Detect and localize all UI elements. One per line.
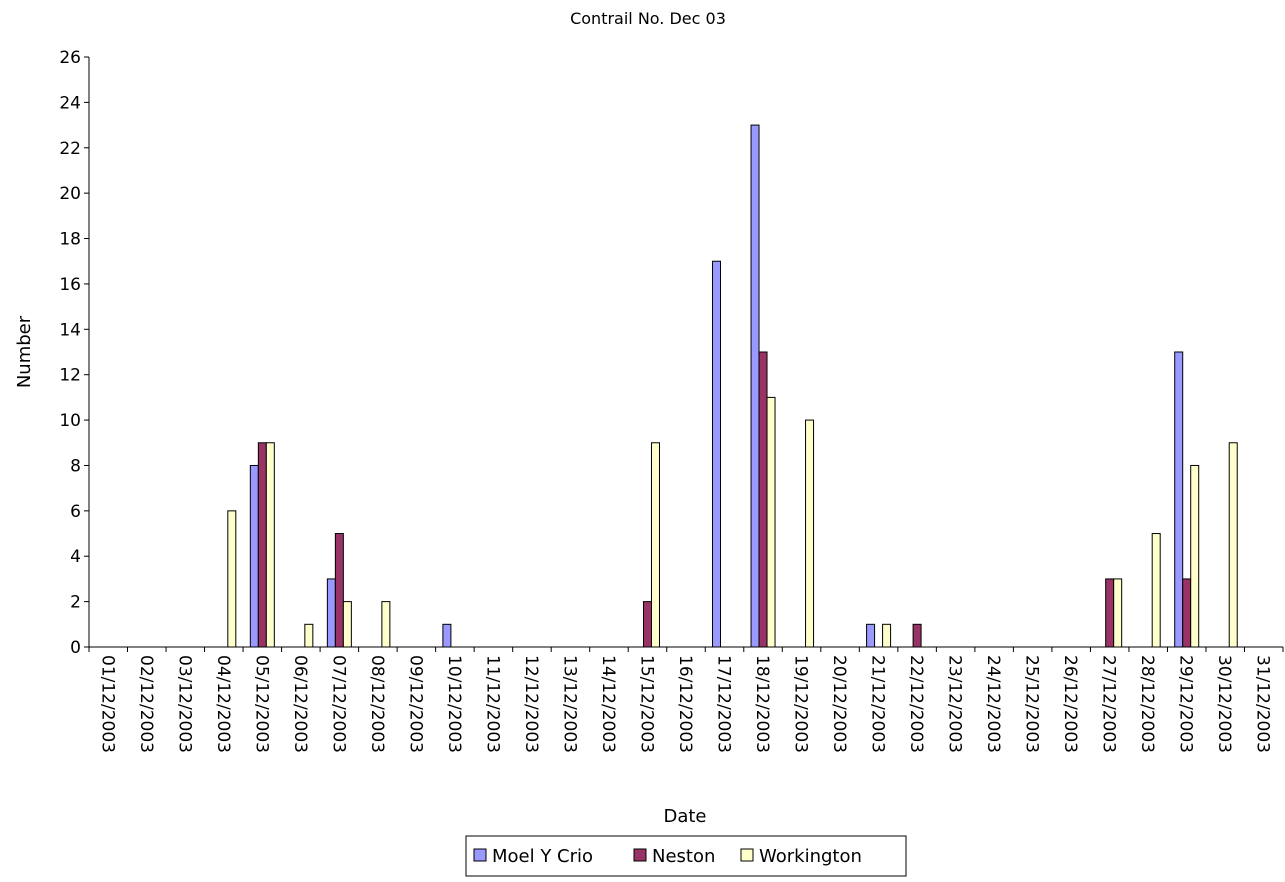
x-tick-label: 04/12/2003 <box>213 655 233 753</box>
bar <box>1174 351 1184 648</box>
y-tick-label: 22 <box>59 139 81 159</box>
x-tick-label: 18/12/2003 <box>752 655 772 753</box>
y-tick-label: 10 <box>59 411 81 431</box>
legend-swatch <box>740 848 754 862</box>
x-tick-label: 02/12/2003 <box>136 655 156 753</box>
x-tick-label: 05/12/2003 <box>251 655 271 753</box>
y-tick-label: 18 <box>59 230 81 250</box>
legend-label: Moel Y Crio <box>492 846 593 867</box>
y-tick-label: 4 <box>70 547 81 567</box>
x-tick-label: 29/12/2003 <box>1176 655 1196 753</box>
x-tick-label: 27/12/2003 <box>1099 655 1119 753</box>
bar <box>442 623 452 648</box>
x-tick-label: 15/12/2003 <box>636 655 656 753</box>
bar <box>758 351 768 648</box>
bar <box>334 533 344 648</box>
y-tick-label: 12 <box>59 366 81 386</box>
bar <box>805 419 815 648</box>
x-tick-label: 22/12/2003 <box>906 655 926 753</box>
bar <box>1151 533 1161 648</box>
x-tick-label: 31/12/2003 <box>1253 655 1273 753</box>
legend: Moel Y Crio Neston Workington <box>465 835 907 877</box>
bar <box>1105 578 1115 648</box>
bar <box>866 623 876 648</box>
x-tick-label: 06/12/2003 <box>290 655 310 753</box>
y-tick-label: 0 <box>70 638 81 658</box>
bar <box>265 442 275 648</box>
x-tick-label: 11/12/2003 <box>482 655 502 753</box>
x-tick-label: 03/12/2003 <box>174 655 194 753</box>
bar <box>650 442 660 648</box>
y-tick-label: 6 <box>70 502 81 522</box>
x-tick-label: 17/12/2003 <box>714 655 734 753</box>
y-axis-title: Number <box>14 315 35 388</box>
x-tick-label: 09/12/2003 <box>405 655 425 753</box>
x-tick-label: 24/12/2003 <box>983 655 1003 753</box>
x-axis-title: Date <box>663 806 706 827</box>
x-tick-label: 25/12/2003 <box>1022 655 1042 753</box>
x-tick-label: 28/12/2003 <box>1137 655 1157 753</box>
x-tick-label: 16/12/2003 <box>675 655 695 753</box>
x-tick-label: 08/12/2003 <box>367 655 387 753</box>
x-tick-label: 19/12/2003 <box>791 655 811 753</box>
x-tick-label: 21/12/2003 <box>868 655 888 753</box>
legend-label: Neston <box>652 846 715 867</box>
bar <box>1190 464 1200 648</box>
chart-title: Contrail No. Dec 03 <box>570 9 726 28</box>
bar <box>882 623 892 648</box>
y-tick-label: 14 <box>59 320 81 340</box>
legend-swatch <box>473 848 487 862</box>
x-tick-label: 23/12/2003 <box>945 655 965 753</box>
bar <box>1182 578 1192 648</box>
y-tick-label: 8 <box>70 456 81 476</box>
legend-box <box>465 835 907 877</box>
bar <box>257 442 267 648</box>
x-tick-label: 30/12/2003 <box>1214 655 1234 753</box>
bars-group <box>227 124 1238 648</box>
y-tick-label: 2 <box>70 593 81 613</box>
bar <box>342 601 352 648</box>
x-tick-label: 12/12/2003 <box>521 655 541 753</box>
bar <box>304 623 314 648</box>
x-axis: 01/12/2003 02/12/2003 03/12/2003 04/12/2003… <box>88 647 1284 753</box>
x-tick-label: 10/12/2003 <box>444 655 464 753</box>
y-tick-label: 16 <box>59 275 81 295</box>
bar <box>750 124 760 648</box>
bar <box>1228 442 1238 648</box>
bar <box>712 260 722 648</box>
bar <box>249 464 259 648</box>
bar <box>766 396 776 648</box>
x-tick-label: 14/12/2003 <box>598 655 618 753</box>
y-tick-label: 26 <box>59 48 81 68</box>
x-tick-label: 13/12/2003 <box>559 655 579 753</box>
legend-label: Workington <box>759 846 862 867</box>
bar <box>227 510 237 648</box>
bar <box>642 601 652 648</box>
bar <box>381 601 391 648</box>
bar <box>1113 578 1123 648</box>
x-tick-label: 07/12/2003 <box>328 655 348 753</box>
bar <box>326 578 336 648</box>
y-tick-label: 24 <box>59 93 81 113</box>
legend-swatch <box>633 848 647 862</box>
x-tick-label: 01/12/2003 <box>97 655 117 753</box>
x-tick-label: 26/12/2003 <box>1060 655 1080 753</box>
y-tick-label: 20 <box>59 184 81 204</box>
bar <box>912 623 922 648</box>
x-tick-label: 20/12/2003 <box>829 655 849 753</box>
